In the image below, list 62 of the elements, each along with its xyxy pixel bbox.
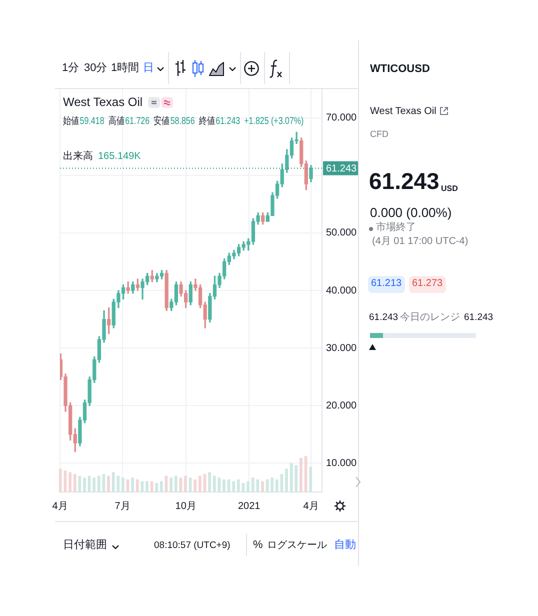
y-tick-label: 20.000	[326, 400, 358, 412]
text: 今日のレンジ	[400, 312, 460, 324]
x-tick-label: 4月	[52, 500, 68, 512]
x-tick-label: 7月	[114, 500, 130, 512]
bar	[174, 476, 178, 492]
bar	[107, 476, 110, 492]
annotation: 59.418	[80, 116, 104, 128]
text: 1時間	[111, 62, 140, 76]
y-tick-label: 70.000	[326, 112, 358, 124]
annotation: 165.149K	[98, 151, 141, 163]
bar	[261, 481, 264, 492]
text: West Texas Oil	[370, 106, 436, 118]
y-tick-label: 10.000	[326, 458, 358, 469]
text: ログスケール	[267, 540, 327, 552]
text: CFD	[370, 129, 388, 140]
text: 61.243	[369, 168, 440, 196]
text: WTICOUSD	[370, 63, 430, 76]
text: 30分	[84, 62, 108, 76]
text: 61.243	[369, 312, 398, 324]
text: 自動	[334, 539, 356, 552]
text: 市場終了	[376, 222, 416, 234]
text: 0.000 (0.00%)	[370, 205, 452, 221]
x-tick-label: 4月	[303, 500, 319, 512]
text: 61.273	[412, 278, 443, 290]
bar	[78, 476, 82, 492]
bar	[155, 483, 158, 492]
text: %	[253, 539, 263, 552]
bar	[285, 468, 288, 492]
bar	[131, 478, 134, 492]
annotation: 61.726	[125, 116, 150, 128]
x-tick-label: 2021	[238, 500, 261, 512]
bar	[83, 478, 86, 492]
text: 08:10:57 (UTC+9)	[154, 540, 230, 552]
bar	[160, 481, 163, 492]
y-tick-label: 30.000	[326, 342, 358, 354]
bar	[222, 479, 226, 492]
annotation: 61.243	[216, 116, 240, 128]
bar	[208, 472, 211, 492]
text: 日付範囲	[63, 539, 107, 552]
bar	[309, 466, 312, 492]
annotation: 終値	[198, 116, 215, 128]
annotation: +1.825 (+3.07%)	[244, 116, 304, 128]
text: 61.213	[371, 278, 402, 290]
text: West Texas Oil	[63, 95, 143, 110]
annotation: 安値	[154, 116, 170, 128]
annotation: 始値	[63, 116, 79, 128]
y-tick-label: 40.000	[326, 285, 358, 296]
y-tick-label: 50.000	[326, 228, 358, 239]
bar	[188, 478, 192, 492]
x-tick-label: 10月	[175, 500, 196, 512]
text: USD	[441, 184, 458, 194]
bar	[122, 478, 124, 492]
bar	[146, 481, 148, 492]
ref-line-label: 61.243	[326, 163, 358, 174]
annotation: 出来高	[63, 151, 93, 163]
annotation: 高値	[108, 116, 124, 128]
bar	[170, 478, 173, 492]
text: 日	[143, 62, 154, 76]
text: 61.243	[464, 312, 494, 324]
text: 1分	[62, 62, 80, 76]
text: (4月 01 17:00 UTC-4)	[372, 236, 468, 248]
annotation: 58.856	[170, 116, 195, 128]
